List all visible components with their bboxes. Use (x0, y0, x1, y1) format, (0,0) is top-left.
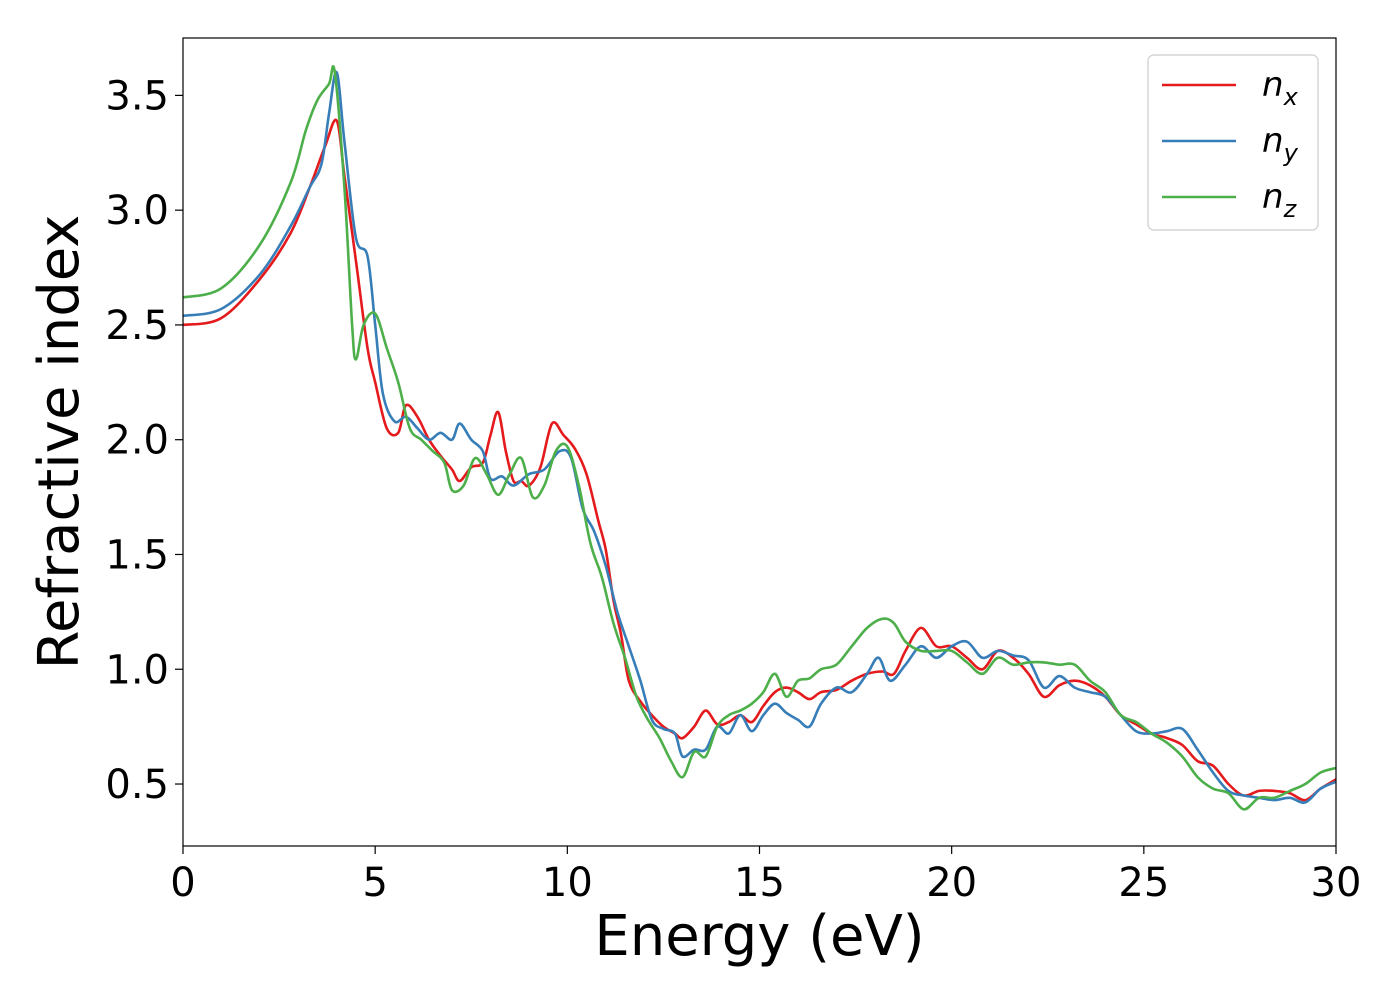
legend-label-base: n (1262, 65, 1284, 105)
y-tick-label: 2.0 (105, 418, 169, 464)
legend-label-nz: nz (1262, 177, 1298, 223)
x-tick-label: 10 (542, 860, 593, 906)
legend-label-nx: nx (1262, 65, 1299, 111)
y-axis-title: Refractive index (27, 215, 92, 670)
series-layer (183, 64, 1336, 811)
x-axis-title: Energy (eV) (594, 904, 924, 969)
y-tick-label: 3.0 (105, 188, 169, 234)
x-tick-label: 25 (1118, 860, 1169, 906)
legend-label-base: n (1262, 121, 1284, 161)
ticks-layer: 0 5 10 15 20 25 30 0.5 1.0 1.5 2.0 2.5 3.0 3.5 (105, 73, 1361, 906)
legend-label-base: n (1262, 177, 1284, 217)
y-tick-label: 3.5 (105, 73, 169, 119)
legend-label-ny: ny (1262, 121, 1299, 167)
legend-box (1147, 54, 1319, 231)
series-line-nz (183, 64, 1336, 811)
legend-label-subscript: y (1283, 139, 1299, 167)
legend-label-subscript: x (1283, 83, 1299, 111)
legend-label-subscript: z (1283, 195, 1298, 223)
y-tick-label: 1.0 (105, 647, 169, 693)
x-tick-label: 20 (926, 860, 977, 906)
x-tick-label: 5 (362, 860, 387, 906)
y-tick-label: 2.5 (105, 303, 169, 349)
y-tick-label: 1.5 (105, 532, 169, 578)
x-tick-label: 0 (170, 860, 195, 906)
y-tick-label: 0.5 (105, 762, 169, 808)
x-tick-label: 30 (1311, 860, 1362, 906)
x-tick-label: 15 (734, 860, 785, 906)
